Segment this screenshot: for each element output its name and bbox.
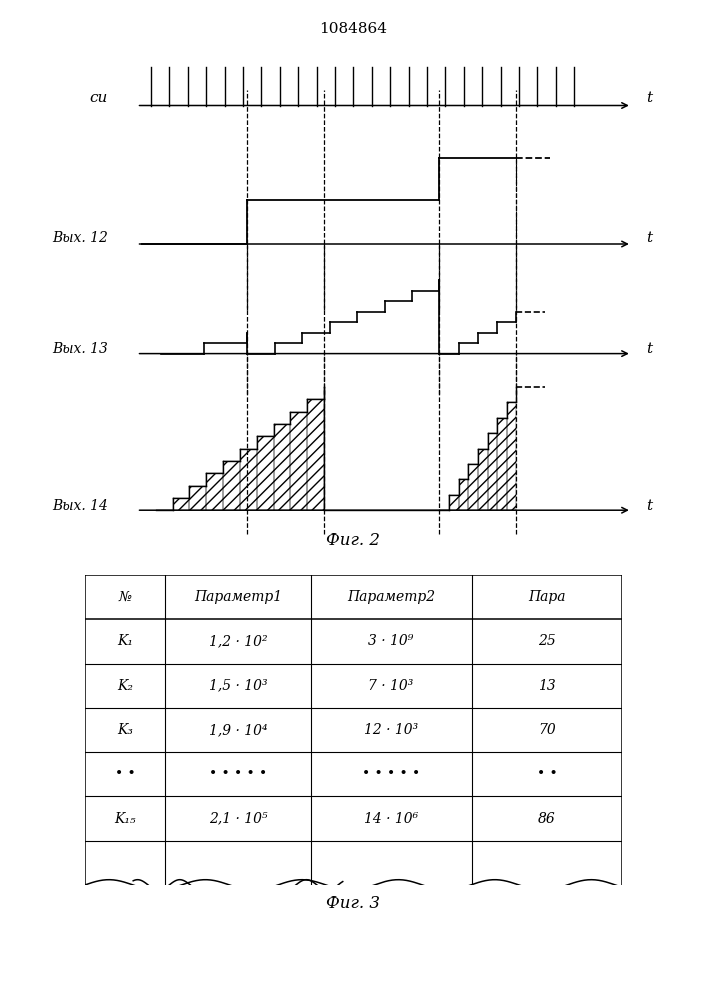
- Text: t: t: [646, 232, 653, 245]
- Text: Параметр1: Параметр1: [194, 590, 282, 604]
- Text: Вых. 13: Вых. 13: [52, 342, 107, 356]
- Text: 1,9 · 10⁴: 1,9 · 10⁴: [209, 723, 267, 737]
- Text: • • • • •: • • • • •: [209, 767, 267, 781]
- Text: K₁: K₁: [117, 634, 133, 648]
- Text: 12 · 10³: 12 · 10³: [364, 723, 419, 737]
- Text: t: t: [646, 499, 653, 513]
- Text: • •: • •: [115, 767, 136, 781]
- Text: K₂: K₂: [117, 679, 133, 693]
- Text: 1084864: 1084864: [320, 22, 387, 36]
- Text: K₁₅: K₁₅: [115, 812, 136, 826]
- Text: • •: • •: [537, 767, 557, 781]
- Text: Фиг. 2: Фиг. 2: [327, 532, 380, 549]
- Text: 25: 25: [538, 634, 556, 648]
- Text: K₃: K₃: [117, 723, 133, 737]
- Text: t: t: [646, 342, 653, 356]
- Text: 2,1 · 10⁵: 2,1 · 10⁵: [209, 812, 267, 826]
- Text: 7 · 10³: 7 · 10³: [368, 679, 414, 693]
- Text: t: t: [646, 92, 653, 105]
- Text: Вых. 12: Вых. 12: [52, 232, 107, 245]
- Text: си: си: [89, 92, 107, 105]
- Text: Параметр2: Параметр2: [347, 590, 436, 604]
- Text: 14 · 10⁶: 14 · 10⁶: [364, 812, 419, 826]
- Text: Пара: Пара: [528, 590, 566, 604]
- Text: Фиг. 3: Фиг. 3: [327, 895, 380, 912]
- Text: 3 · 10⁹: 3 · 10⁹: [368, 634, 414, 648]
- Text: №: №: [119, 590, 132, 604]
- Text: 86: 86: [538, 812, 556, 826]
- Text: 70: 70: [538, 723, 556, 737]
- Text: • • • • •: • • • • •: [362, 767, 420, 781]
- Text: 1,5 · 10³: 1,5 · 10³: [209, 679, 267, 693]
- Text: 1,2 · 10²: 1,2 · 10²: [209, 634, 267, 648]
- Text: 13: 13: [538, 679, 556, 693]
- Text: Вых. 14: Вых. 14: [52, 499, 107, 513]
